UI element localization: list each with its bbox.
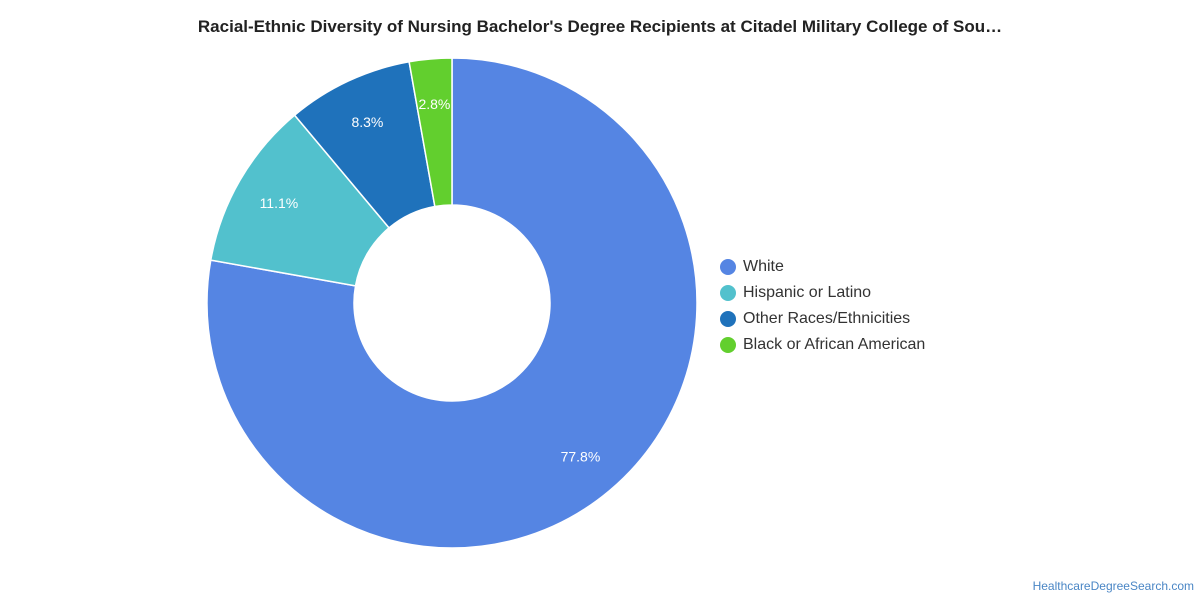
legend: White Hispanic or Latino Other Races/Eth… (720, 254, 925, 358)
legend-label: Hispanic or Latino (743, 284, 872, 301)
slice-label: 8.3% (351, 114, 383, 130)
legend-item-black-or-african-american[interactable]: Black or African American (720, 332, 925, 358)
slice-hispanic-or-latino[interactable] (209, 114, 391, 287)
legend-item-other-races[interactable]: Other Races/Ethnicities (720, 306, 925, 332)
legend-item-white[interactable]: White (720, 254, 925, 280)
slice-label: 2.8% (418, 96, 450, 112)
legend-swatch-white (720, 259, 736, 275)
slice-white[interactable] (206, 57, 698, 549)
legend-swatch-other-races (720, 311, 736, 327)
legend-swatch-black-or-african-american (720, 337, 736, 353)
chart-title: Racial-Ethnic Diversity of Nursing Bache… (197, 17, 1003, 36)
slice-label: 11.1% (260, 195, 299, 211)
source-link[interactable]: HealthcareDegreeSearch.com (1032, 579, 1194, 593)
legend-label: Other Races/Ethnicities (743, 310, 911, 327)
slice-label: 77.8% (561, 448, 601, 464)
legend-label: White (743, 258, 784, 275)
slice-black-or-african-american[interactable] (408, 57, 453, 208)
legend-item-hispanic-or-latino[interactable]: Hispanic or Latino (720, 280, 925, 306)
legend-label: Black or African American (743, 336, 926, 353)
legend-swatch-hispanic-or-latino (720, 285, 736, 301)
